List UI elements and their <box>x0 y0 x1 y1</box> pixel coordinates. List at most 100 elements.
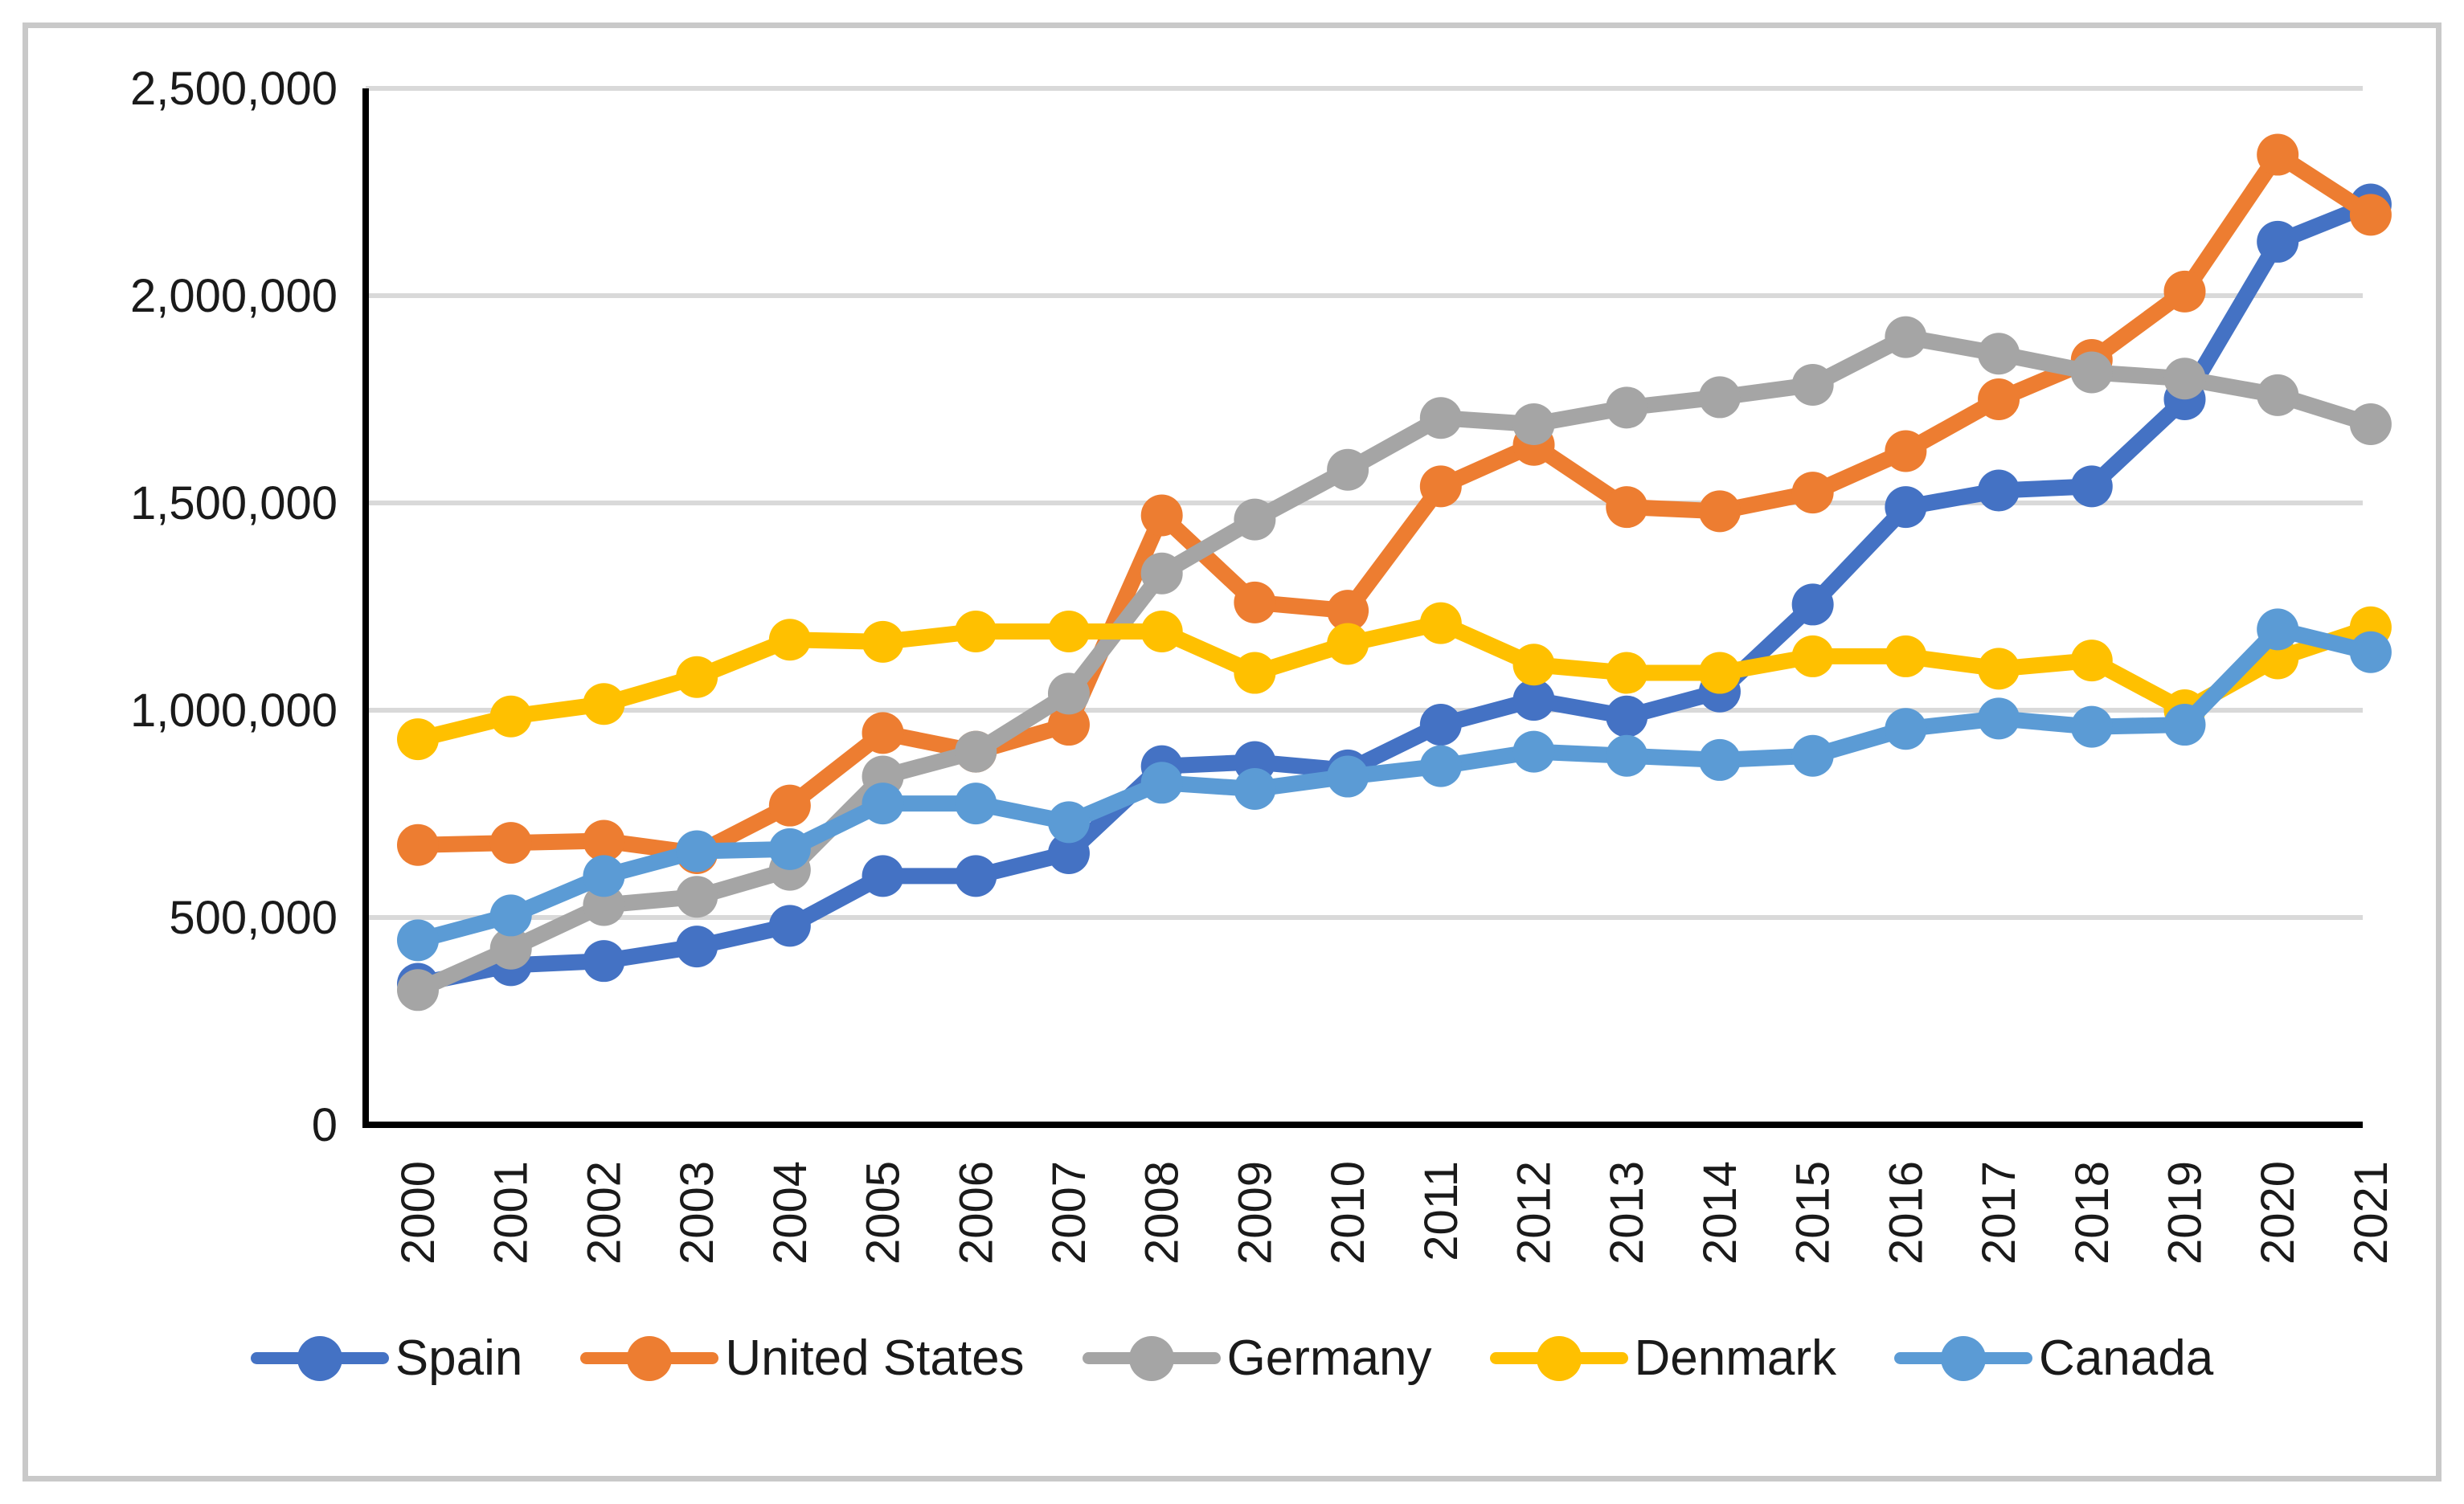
x-tick-label: 2006 <box>950 1161 1002 1265</box>
data-point-marker <box>2070 640 2113 682</box>
x-tick-label: 2007 <box>1043 1161 1095 1265</box>
x-tick-label: 2001 <box>485 1161 538 1265</box>
x-tick-label: 2021 <box>2345 1161 2397 1265</box>
x-tick-label: 2008 <box>1136 1161 1189 1265</box>
data-point-marker <box>1047 610 1090 652</box>
legend-item-canada: Canada <box>1894 1330 2213 1387</box>
data-point-marker <box>955 855 997 897</box>
data-point-marker <box>676 926 718 968</box>
series-line <box>410 329 2379 999</box>
data-point-marker <box>1419 397 1462 439</box>
data-point-marker <box>2070 705 2113 748</box>
data-point-marker <box>2257 220 2299 263</box>
x-tick-label: 2000 <box>392 1161 444 1265</box>
data-point-marker <box>583 683 625 725</box>
data-point-marker <box>489 822 532 864</box>
data-point-marker <box>1234 498 1276 541</box>
data-point-marker <box>1512 730 1555 773</box>
x-tick-label: 2003 <box>671 1161 723 1265</box>
legend-dot-icon <box>1941 1335 1987 1381</box>
data-point-marker <box>1140 552 1183 595</box>
legend-dot-icon <box>297 1335 342 1381</box>
series-line <box>410 621 2379 949</box>
x-tick-label: 2017 <box>1973 1161 2025 1265</box>
x-tick-label: 2009 <box>1229 1161 1281 1265</box>
legend-dot-icon <box>627 1335 673 1381</box>
data-point-marker <box>1234 652 1276 694</box>
x-tick-label: 2013 <box>1601 1161 1653 1265</box>
data-point-marker <box>1791 734 1834 777</box>
data-point-marker <box>1419 704 1462 746</box>
series-line <box>410 615 2379 748</box>
data-point-marker <box>1606 695 1648 738</box>
legend-line-marker-icon <box>1082 1335 1221 1381</box>
data-point-marker <box>2349 194 2392 236</box>
data-point-marker <box>1419 602 1462 644</box>
data-point-marker <box>1885 635 1927 677</box>
data-point-marker <box>583 819 625 862</box>
data-point-marker <box>768 905 811 947</box>
data-point-marker <box>1885 708 1927 750</box>
data-point-marker <box>1978 697 2020 740</box>
y-tick-label: 1,000,000 <box>130 685 338 737</box>
legend-item-label: Denmark <box>1634 1330 1837 1386</box>
x-tick-label: 2005 <box>857 1161 910 1265</box>
data-point-marker <box>397 718 439 761</box>
data-point-marker <box>1327 590 1369 632</box>
data-point-marker <box>862 783 904 825</box>
data-point-marker <box>489 927 532 970</box>
data-point-marker <box>1419 465 1462 508</box>
data-point-marker <box>2257 374 2299 416</box>
data-point-marker <box>2257 608 2299 651</box>
y-tick-label: 0 <box>312 1099 338 1151</box>
data-point-marker <box>955 610 997 652</box>
data-point-marker <box>2349 403 2392 445</box>
legend-item-label: Spain <box>395 1330 523 1386</box>
data-point-marker <box>1234 768 1276 811</box>
data-point-marker <box>2257 133 2299 176</box>
data-point-marker <box>955 783 997 825</box>
x-tick-label: 2015 <box>1787 1161 1840 1265</box>
data-point-marker <box>862 855 904 897</box>
data-point-marker <box>1327 448 1369 491</box>
legend-line-marker-icon <box>1489 1335 1628 1381</box>
data-point-marker <box>955 730 997 773</box>
x-tick-label: 2010 <box>1322 1161 1374 1265</box>
data-point-marker <box>676 876 718 918</box>
data-point-marker <box>676 656 718 698</box>
x-tick-label: 2020 <box>2252 1161 2304 1265</box>
data-point-marker <box>1791 472 1834 514</box>
data-point-marker <box>1140 494 1183 537</box>
legend-item-label: Canada <box>2039 1330 2214 1386</box>
data-point-marker <box>1698 376 1741 419</box>
data-point-marker <box>2349 631 2392 673</box>
series-line <box>410 146 2379 862</box>
legend-line-marker-icon <box>250 1335 389 1381</box>
y-tick-label: 2,500,000 <box>130 63 338 115</box>
data-point-marker <box>1606 652 1648 694</box>
data-point-marker <box>583 940 625 983</box>
data-point-marker <box>1606 734 1648 777</box>
data-point-marker <box>768 828 811 870</box>
data-point-marker <box>676 830 718 873</box>
data-point-marker <box>489 894 532 937</box>
data-point-marker <box>1885 316 1927 358</box>
legend-item-label: United States <box>725 1330 1025 1386</box>
data-point-marker <box>1140 762 1183 804</box>
series-canada <box>397 608 2392 962</box>
data-point-marker <box>1698 738 1741 781</box>
y-tick-label: 1,500,000 <box>130 477 338 529</box>
data-point-marker <box>1978 333 2020 375</box>
data-point-marker <box>1885 486 1927 529</box>
legend: Spain United States Germany Denmark Cana… <box>0 1330 2464 1387</box>
data-point-marker <box>862 712 904 754</box>
data-point-marker <box>1140 610 1183 652</box>
data-point-marker <box>583 855 625 897</box>
x-tick-label: 2014 <box>1694 1161 1746 1265</box>
data-point-marker <box>1512 679 1555 721</box>
data-point-marker <box>1512 403 1555 445</box>
data-point-marker <box>1327 755 1369 798</box>
data-point-marker <box>1978 648 2020 690</box>
